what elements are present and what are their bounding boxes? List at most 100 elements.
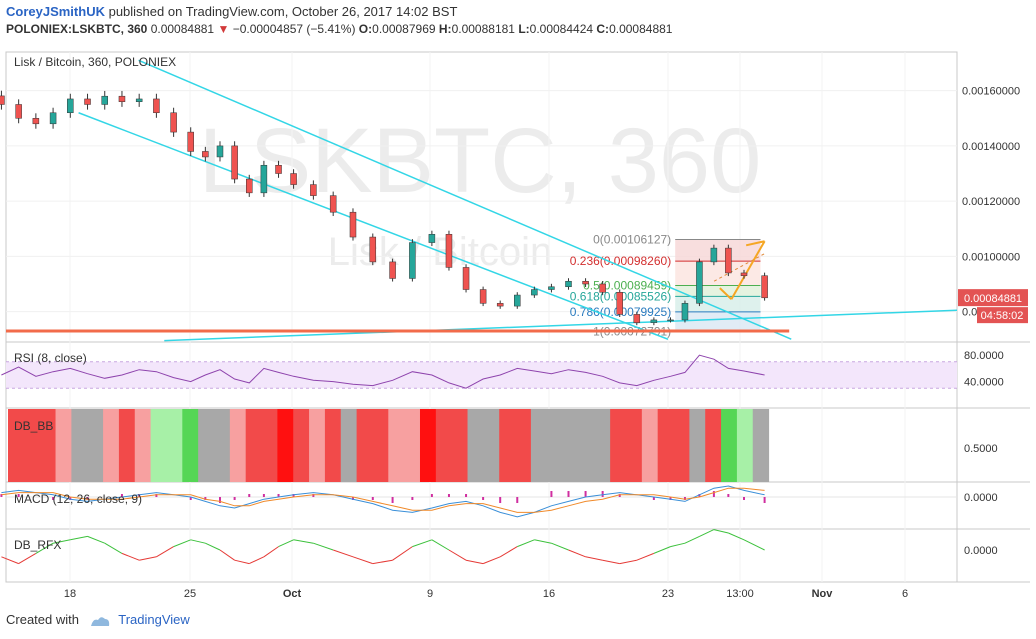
rsi-tick-label: 80.0000 — [964, 350, 1004, 362]
tradingview-link[interactable]: TradingView — [118, 612, 190, 627]
db-bb-block — [39, 409, 57, 482]
rsi-pane-label: RSI (8, close) — [14, 351, 87, 365]
rfx-line-segment — [156, 546, 174, 558]
rfx-line-segment — [18, 552, 37, 565]
candle-body — [696, 261, 703, 304]
rfx-line-segment — [602, 559, 620, 565]
rfx-line-segment — [392, 546, 413, 561]
fib-zone — [675, 261, 761, 286]
time-tick-label: Oct — [283, 588, 302, 600]
fib-level-label: 0.236(0.00098260) — [570, 254, 671, 268]
rfx-line-segment — [121, 552, 140, 561]
rfx-line-segment — [263, 546, 279, 558]
rfx-line-segment — [585, 556, 603, 561]
db-bb-block — [404, 409, 421, 482]
db-bb-pane: 0.5000 DB_BB — [8, 409, 998, 482]
db-bb-block — [578, 409, 595, 482]
rfx-line-segment — [728, 532, 745, 541]
candle-body — [667, 319, 674, 322]
rfx-line-segment — [190, 539, 206, 544]
rfx-line-segment — [293, 539, 314, 544]
candle-body — [681, 303, 689, 321]
rfx-line-segment — [205, 542, 221, 551]
high-label: H: — [438, 22, 452, 36]
candle-body — [740, 272, 748, 276]
macd-tick-label: 0.0000 — [964, 492, 998, 504]
macd-pane: 0.0000 MACD (12, 26, close, 9) — [0, 485, 998, 518]
db-bb-block — [182, 409, 199, 482]
db-bb-pane-label: DB_BB — [14, 419, 53, 433]
rfx-line-segment — [372, 559, 393, 565]
rfx-line-segment — [412, 539, 433, 548]
close-label: C: — [596, 22, 610, 36]
candle-body — [246, 178, 253, 194]
rfx-line-segment — [234, 559, 250, 565]
candle-body — [153, 98, 160, 114]
trend-channel[interactable] — [6, 59, 958, 342]
rfx-line-segment — [35, 542, 54, 554]
rfx-line-segment — [448, 549, 467, 561]
rfx-line-segment — [333, 549, 354, 558]
fib-zone — [675, 285, 761, 297]
rfx-line-segment — [534, 539, 552, 544]
db-bb-block — [546, 409, 564, 482]
db-bb-block — [419, 409, 437, 482]
candle-body — [548, 286, 555, 290]
down-arrow-icon: ▼ — [217, 22, 230, 36]
candle-body — [761, 275, 768, 299]
publish-line: CoreyJSmithUK published on TradingView.c… — [6, 4, 457, 19]
db-bb-block — [103, 409, 120, 482]
db-bb-tick-label: 0.5000 — [964, 443, 998, 455]
rfx-line-segment — [684, 535, 700, 544]
db-bb-block — [23, 409, 41, 482]
db-bb-block — [562, 409, 579, 482]
candle-body — [118, 95, 126, 102]
open-value: 0.00087969 — [372, 22, 436, 36]
candle-body — [633, 314, 641, 323]
price-change: −0.00004857 (−5.41%) — [232, 22, 356, 36]
chart-title: Lisk / Bitcoin, 360, POLONIEX — [14, 55, 176, 69]
candle-body — [565, 280, 572, 288]
rfx-line-segment — [278, 539, 294, 548]
rfx-line-segment — [743, 539, 765, 551]
candle-body — [49, 112, 57, 125]
countdown-label: 04:58:02 — [981, 310, 1024, 322]
rsi-pane: 80.0000 40.0000 RSI (8, close) — [1, 350, 1004, 389]
candle-body — [170, 112, 177, 133]
rfx-line-segment — [551, 542, 569, 551]
db-bb-block — [388, 409, 405, 482]
candle-body — [329, 195, 337, 213]
candle-body — [187, 131, 194, 152]
rfx-pane-label: DB_RFX — [14, 538, 61, 552]
time-tick-label: 16 — [543, 588, 555, 600]
candle-body — [710, 247, 718, 263]
time-tick-label: Nov — [812, 588, 834, 600]
rfx-line-segment — [87, 535, 105, 544]
db-bb-block — [530, 409, 548, 482]
candle-body — [260, 164, 268, 194]
db-bb-block — [324, 409, 342, 482]
candle-body — [202, 151, 209, 158]
db-bb-block — [641, 409, 659, 482]
price-tick-label: 0.00160000 — [962, 86, 1020, 98]
rfx-line-segment — [499, 546, 518, 558]
db-bb-block — [8, 409, 25, 482]
channel-lower-line — [78, 112, 669, 340]
rsi-tick-label: 40.0000 — [964, 377, 1004, 389]
db-bb-block — [134, 409, 152, 482]
time-tick-label: 23 — [662, 588, 674, 600]
db-bb-block — [245, 409, 263, 482]
rfx-line-segment — [670, 542, 686, 548]
candle-body — [462, 267, 470, 290]
rfx-line-segment — [52, 539, 71, 544]
rfx-line-segment — [653, 546, 671, 554]
candle-body — [84, 98, 91, 105]
author-link[interactable]: CoreyJSmithUK — [6, 4, 105, 19]
rfx-line-segment — [517, 539, 535, 548]
candle-body — [616, 292, 623, 315]
candle-body — [479, 289, 487, 304]
candle-body — [409, 242, 416, 279]
price-tick-label: 0.00140000 — [962, 141, 1020, 153]
db-bb-block — [71, 409, 88, 482]
